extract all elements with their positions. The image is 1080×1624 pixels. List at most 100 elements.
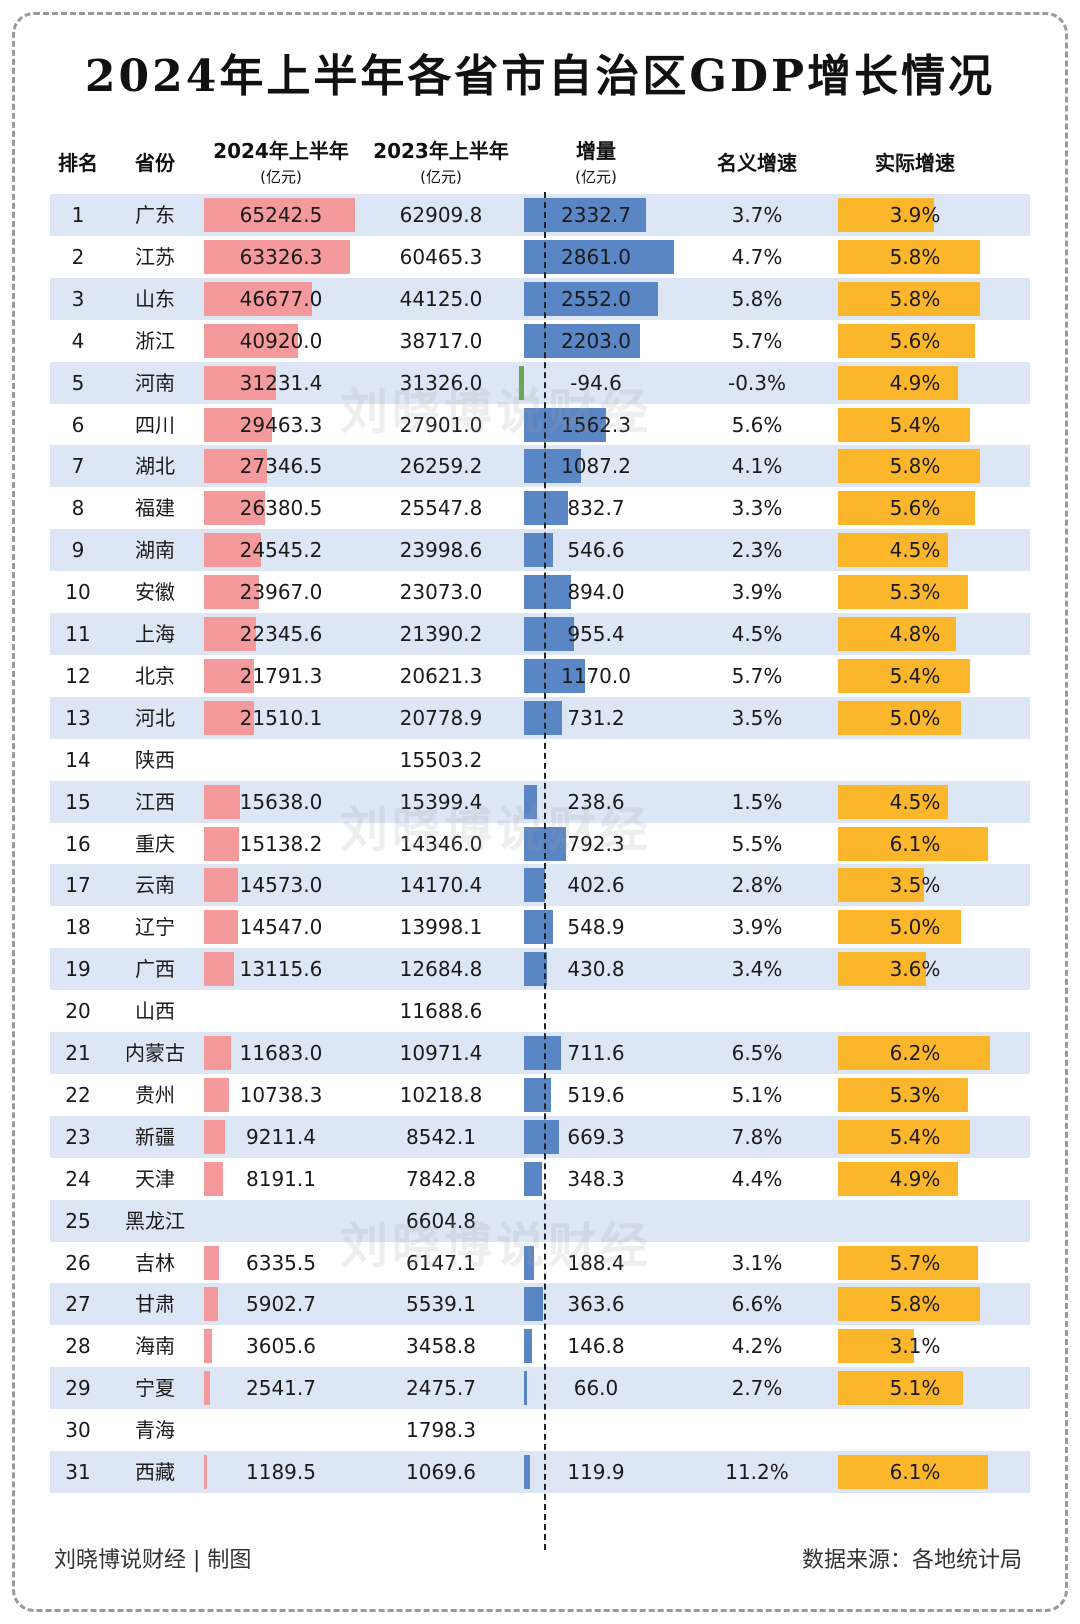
province-cell: 西藏 — [135, 1460, 175, 1484]
table-row: 17 云南 14573.0 14170.4 402.6 2.8% 3.5% — [50, 864, 1030, 907]
real-cell: 5.0% — [889, 915, 941, 940]
province-cell: 湖南 — [135, 538, 175, 563]
gdp2023-cell: 7842.8 — [406, 1166, 476, 1191]
table-row: 21 内蒙古 11683.0 10971.4 711.6 6.5% 6.2% — [50, 1032, 1030, 1074]
real-growth-bar — [838, 952, 927, 987]
nominal-cell: 5.7% — [731, 663, 783, 688]
gdp2023-cell: 14170.4 — [399, 873, 483, 898]
province-cell: 四川 — [135, 412, 175, 437]
real-growth-bar — [838, 868, 924, 903]
rank-cell: 8 — [71, 496, 85, 521]
table-row: 15 江西 15638.0 15399.4 238.6 1.5% 4.5% — [50, 780, 1030, 823]
gdp2024-bar — [204, 281, 312, 316]
nominal-cell: 3.5% — [731, 705, 783, 730]
gdp2024-cell: 13115.6 — [239, 957, 323, 982]
gdp2024-bar — [204, 617, 256, 651]
gdp2023-cell: 60465.3 — [399, 244, 483, 269]
gdp2023-cell: 21390.2 — [399, 622, 483, 646]
nominal-cell: 5.7% — [731, 328, 783, 353]
header-rank: 排名 — [50, 128, 106, 194]
rank-cell: 24 — [65, 1166, 91, 1191]
gdp2024-cell: 14547.0 — [239, 915, 323, 940]
gdp2024-bar — [204, 323, 299, 358]
table-row: 28 海南 3605.6 3458.8 146.8 4.2% 3.1% — [50, 1325, 1030, 1367]
gdp2024-bar — [204, 1371, 210, 1406]
header-nominal: 名义增速 — [692, 128, 822, 194]
real-cell: 5.7% — [889, 1250, 941, 1275]
real-cell: 4.8% — [889, 622, 941, 646]
table-row: 19 广西 13115.6 12684.8 430.8 3.4% 3.6% — [50, 948, 1030, 991]
gdp2024-bar — [204, 910, 238, 945]
table-row: 25 黑龙江 6604.8 — [50, 1199, 1030, 1242]
gdp2024-cell: 24545.2 — [239, 538, 323, 563]
table-row: 13 河北 21510.1 20778.9 731.2 3.5% 5.0% — [50, 696, 1030, 739]
real-growth-bar — [838, 784, 949, 819]
gdp2023-cell: 20621.3 — [399, 663, 483, 688]
real-growth-bar — [838, 1245, 978, 1280]
table-row: 11 上海 22345.6 21390.2 955.4 4.5% 4.8% — [50, 613, 1030, 655]
rank-cell: 4 — [71, 328, 85, 353]
province-cell: 海南 — [135, 1334, 175, 1359]
nominal-cell: 5.6% — [731, 412, 783, 437]
increase-bar — [524, 1077, 552, 1112]
increase-cell — [546, 990, 646, 1032]
increase-cell — [546, 739, 646, 781]
nominal-cell: 6.5% — [731, 1041, 783, 1065]
header-real: 实际增速 — [850, 128, 980, 194]
increase-bar — [524, 617, 575, 651]
real-growth-bar — [838, 575, 968, 610]
gdp2024-bar — [204, 407, 272, 442]
increase-bar — [524, 281, 658, 316]
province-cell: 湖北 — [135, 454, 175, 479]
gdp2023-cell: 2475.7 — [406, 1376, 476, 1401]
increase-bar — [524, 407, 606, 442]
nominal-cell — [692, 990, 822, 1032]
province-cell: 广东 — [135, 203, 175, 227]
province-cell: 安徽 — [135, 580, 175, 605]
gdp2024-bar — [204, 952, 235, 987]
nominal-cell: 6.6% — [731, 1292, 783, 1317]
real-cell — [850, 1409, 980, 1451]
real-cell: 5.4% — [889, 663, 941, 688]
nominal-cell: 4.7% — [731, 244, 783, 269]
rank-cell: 14 — [65, 747, 91, 772]
rank-cell: 18 — [65, 915, 91, 940]
real-cell: 6.1% — [889, 831, 941, 856]
watermark-2: 刘晓博说财经 — [340, 802, 653, 858]
header-province: 省份 — [110, 128, 200, 194]
gdp2024-bar — [204, 658, 255, 693]
nominal-cell: 4.1% — [731, 454, 783, 479]
real-cell: 4.5% — [889, 538, 941, 563]
nominal-cell: 11.2% — [725, 1460, 789, 1484]
header-real-label: 实际增速 — [875, 150, 955, 175]
increase-bar — [524, 784, 537, 819]
table-row: 12 北京 21791.3 20621.3 1170.0 5.7% 5.4% — [50, 655, 1030, 697]
gdp2024-cell: 5902.7 — [246, 1292, 316, 1317]
increase-bar-negative — [519, 365, 524, 400]
real-cell: 4.5% — [889, 789, 941, 814]
increase-cell: 119.9 — [567, 1460, 625, 1484]
increase-cell: 548.9 — [567, 915, 625, 940]
nominal-cell: 2.3% — [731, 538, 783, 563]
gdp2023-cell: 25547.8 — [399, 496, 483, 521]
real-growth-bar — [838, 1329, 914, 1364]
gdp2023-cell: 27901.0 — [399, 412, 483, 437]
real-growth-bar — [838, 323, 976, 358]
table-row: 3 山东 46677.0 44125.0 2552.0 5.8% 5.8% — [50, 277, 1030, 320]
real-growth-bar — [838, 826, 988, 861]
real-growth-bar — [838, 365, 959, 400]
increase-bar — [524, 868, 546, 903]
table-row: 10 安徽 23967.0 23073.0 894.0 3.9% 5.3% — [50, 571, 1030, 613]
real-cell: 6.1% — [889, 1460, 941, 1484]
gdp2024-bar — [204, 868, 238, 903]
rank-cell: 26 — [65, 1250, 91, 1275]
real-cell — [850, 1200, 980, 1242]
gdp2023-cell: 13998.1 — [399, 915, 483, 940]
gdp2024-cell — [204, 739, 358, 781]
real-growth-bar — [838, 239, 981, 274]
header-province-label: 省份 — [135, 150, 175, 175]
rank-cell: 30 — [65, 1418, 91, 1443]
header-gdp2023-label: 2023年上半年 — [373, 139, 509, 163]
header-increase-unit: (亿元) — [575, 168, 617, 186]
rank-cell: 25 — [65, 1208, 91, 1233]
